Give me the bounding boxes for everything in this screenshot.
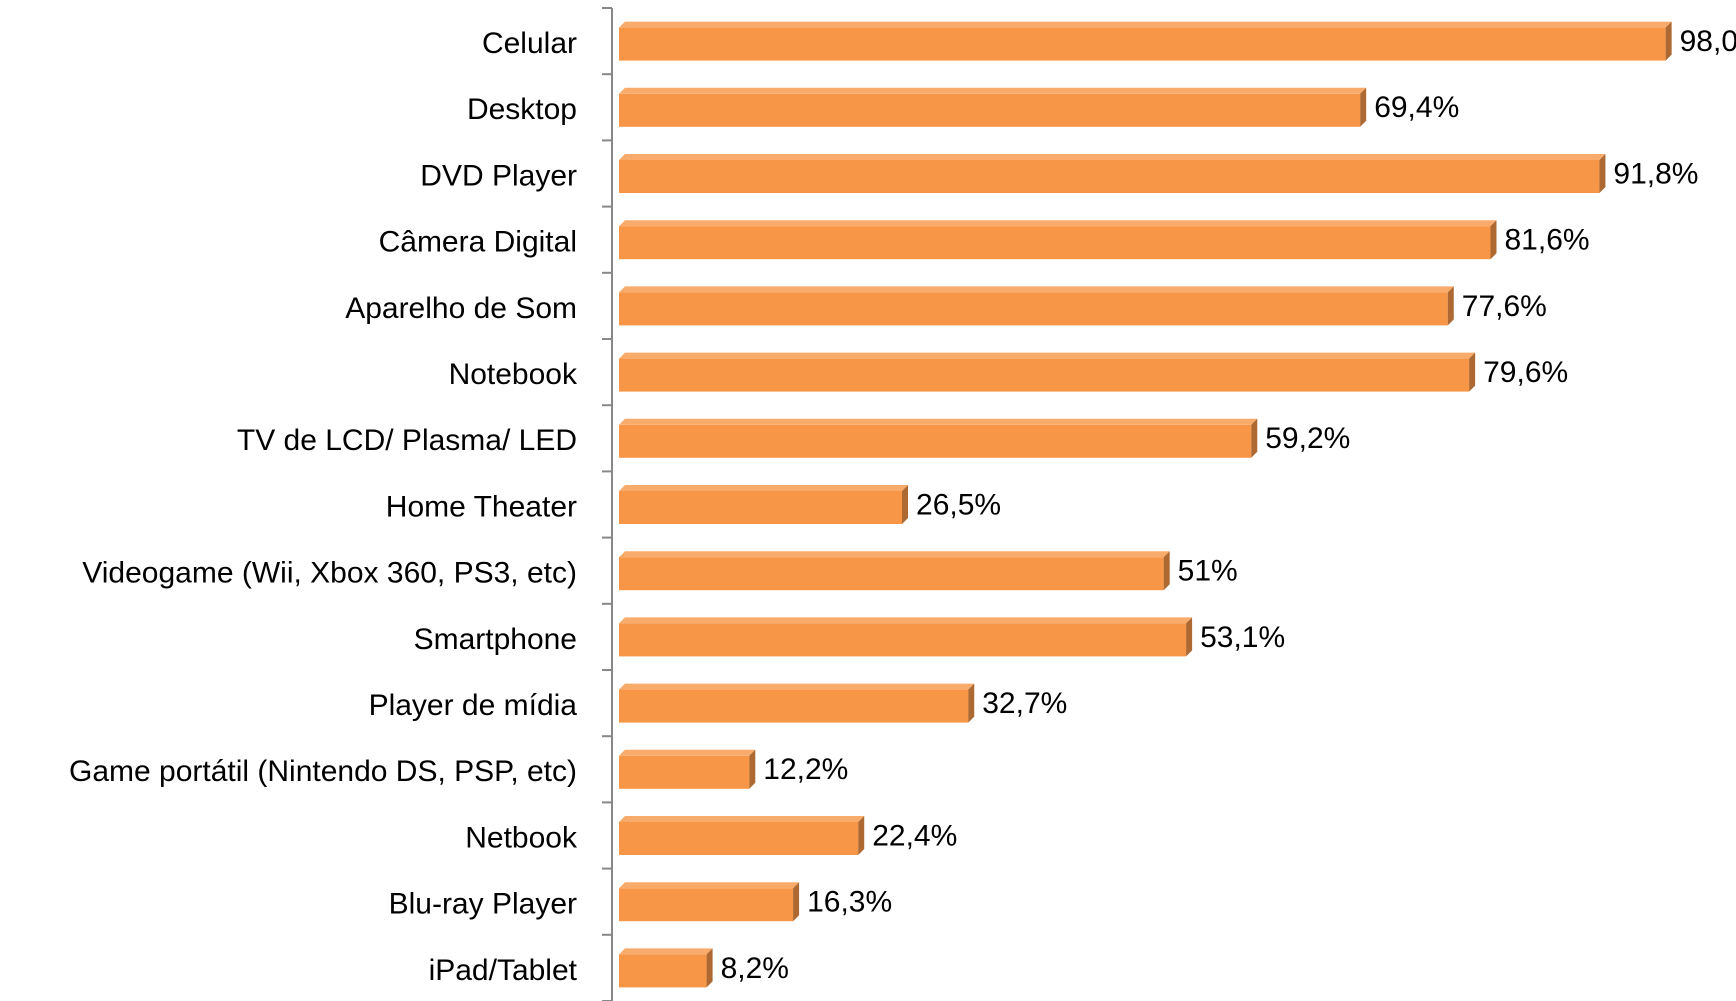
bar-side (858, 816, 865, 855)
value-label: 79,6% (1483, 356, 1568, 389)
bar-top (619, 617, 1193, 624)
bar (619, 948, 713, 988)
value-label: 32,7% (982, 687, 1067, 720)
value-label: 51% (1178, 555, 1238, 588)
bar-side (1447, 286, 1454, 326)
value-label: 81,6% (1504, 224, 1589, 257)
bar-front (619, 93, 1361, 127)
y-tick-label: Blu-ray Player (389, 888, 577, 921)
y-tick-label: Videogame (Wii, Xbox 360, PS3, etc) (82, 557, 577, 590)
bar-top (619, 551, 1170, 558)
y-tick-label: Desktop (467, 93, 577, 126)
y-tick-label: Game portátil (Nintendo DS, PSP, etc) (69, 755, 577, 788)
y-tick-label: iPad/Tablet (429, 954, 578, 987)
value-label: 98,0% (1680, 25, 1736, 58)
y-tick-label: Home Theater (386, 490, 577, 523)
bar-top (619, 749, 756, 756)
bar-front (619, 689, 969, 723)
bar (619, 418, 1258, 458)
bar-side (968, 683, 975, 723)
bar-front (619, 623, 1187, 657)
bar (619, 87, 1367, 127)
bar-top (619, 418, 1258, 425)
value-label: 22,4% (872, 819, 957, 852)
y-tick-label: Smartphone (414, 623, 577, 656)
bar (619, 21, 1672, 61)
bar-front (619, 888, 794, 922)
y-tick-label: DVD Player (420, 159, 577, 192)
bar-top (619, 683, 975, 690)
y-tick-label: TV de LCD/ Plasma/ LED (237, 424, 577, 457)
value-label: 53,1% (1200, 621, 1285, 654)
y-tick-label: Player de mídia (369, 689, 578, 722)
bar-front (619, 160, 1600, 193)
y-tick-label: Notebook (449, 358, 578, 391)
bar (619, 816, 865, 855)
bar-front (619, 491, 903, 524)
bar-top (619, 286, 1454, 293)
bar (619, 617, 1193, 657)
bar-top (619, 485, 909, 491)
bar (619, 352, 1476, 392)
bar (619, 749, 756, 789)
y-tick-label: Aparelho de Som (345, 292, 577, 325)
value-label: 77,6% (1462, 290, 1547, 323)
y-tick-label: Câmera Digital (379, 226, 577, 259)
bar (619, 286, 1454, 326)
bar-front (619, 755, 750, 789)
bar-top (619, 87, 1367, 94)
bar-front (619, 27, 1666, 61)
bar-side (1490, 220, 1497, 260)
bar-front (619, 954, 707, 988)
bar-side (1665, 21, 1672, 61)
bar-front (619, 358, 1470, 392)
bar-side (1251, 418, 1258, 458)
bar (619, 220, 1497, 260)
bar-top (619, 21, 1672, 28)
y-tick-label: Netbook (465, 821, 578, 854)
value-label: 12,2% (763, 753, 848, 786)
bar-top (619, 882, 800, 889)
bar-front (619, 822, 859, 855)
bar-front (619, 557, 1164, 591)
value-label: 26,5% (916, 488, 1001, 521)
bar-side (1599, 154, 1606, 193)
value-label: 69,4% (1374, 91, 1459, 124)
value-label: 8,2% (721, 952, 789, 985)
bar (619, 551, 1170, 591)
bar (619, 154, 1606, 193)
value-label: 59,2% (1265, 422, 1350, 455)
bar-side (1186, 617, 1193, 657)
bar-front (619, 226, 1491, 260)
bar-top (619, 352, 1476, 359)
bar (619, 683, 975, 723)
bar-top (619, 948, 713, 955)
bar (619, 882, 800, 922)
bar-front (619, 292, 1448, 326)
bar-top (619, 220, 1497, 227)
bar-side (706, 948, 713, 988)
y-tick-label: Celular (482, 27, 577, 60)
bar-side (1360, 87, 1367, 127)
bar-side (1163, 551, 1170, 591)
bar-side (749, 749, 756, 789)
bar-side (1469, 352, 1476, 392)
bar-top (619, 154, 1606, 160)
bar (619, 485, 909, 524)
bar-side (902, 485, 909, 524)
bar-side (793, 882, 800, 922)
value-label: 16,3% (807, 886, 892, 919)
value-label: 91,8% (1613, 157, 1698, 190)
bar-front (619, 424, 1252, 458)
bar-top (619, 816, 865, 822)
